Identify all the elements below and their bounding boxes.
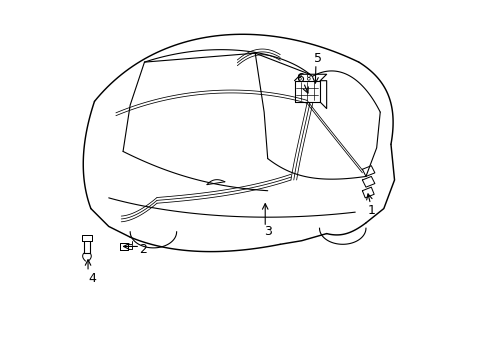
Text: 2: 2 [139,243,146,256]
Text: 1: 1 [366,204,374,217]
Text: 3: 3 [263,225,271,238]
Text: 6: 6 [295,72,303,85]
Text: 5: 5 [313,52,321,65]
Text: 4: 4 [88,272,97,285]
